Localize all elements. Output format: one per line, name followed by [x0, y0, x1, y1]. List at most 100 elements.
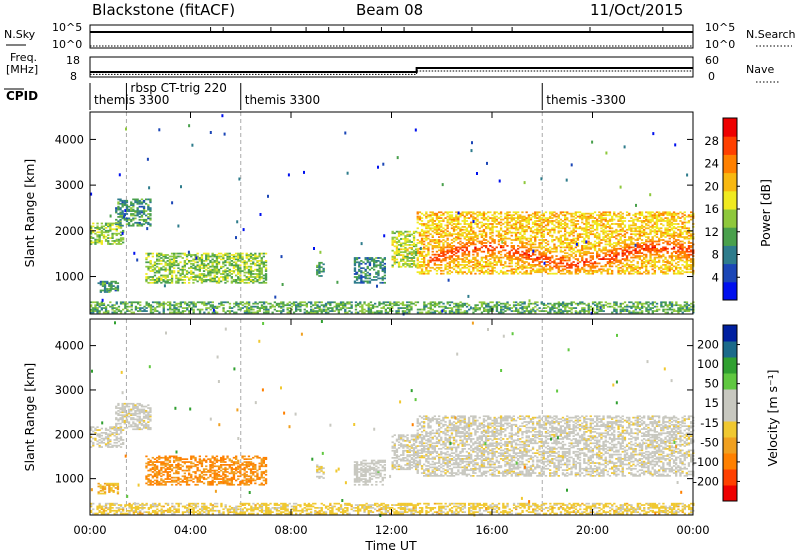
- echo-cell: [402, 264, 405, 267]
- echo-cell: [643, 256, 646, 259]
- echo-cell: [655, 236, 659, 238]
- echo-cell: [551, 234, 554, 237]
- echo-cell: [632, 264, 635, 266]
- echo-cell: [480, 240, 483, 243]
- echo-cell: [544, 218, 548, 221]
- echo-cell: [489, 223, 492, 225]
- echo-cell: [162, 260, 165, 262]
- echo-cell: [583, 223, 586, 225]
- echo-cell: [487, 268, 490, 271]
- echo-cell: [482, 215, 486, 218]
- echo-cell: [583, 268, 586, 271]
- echo-cell: [438, 240, 441, 243]
- echo-cell: [690, 265, 693, 268]
- echo-cell: [598, 217, 601, 219]
- echo-cell: [621, 230, 624, 233]
- echo-cell: [213, 261, 216, 264]
- echo-cell: [169, 301, 172, 304]
- echo-cell: [677, 253, 680, 256]
- echo-cell: [540, 223, 543, 225]
- echo-cell: [574, 227, 577, 230]
- echo-cell: [254, 277, 257, 280]
- echo-cell: [651, 264, 654, 266]
- echo-cell: [525, 224, 528, 227]
- echo-cell: [391, 244, 394, 246]
- echo-cell: [247, 277, 251, 280]
- echo-cell: [615, 223, 618, 225]
- echo-cell: [90, 237, 93, 239]
- echo-cell: [536, 214, 539, 217]
- echo-cell: [482, 250, 486, 253]
- echo-cell: [448, 255, 451, 257]
- echo-cell: [397, 263, 401, 265]
- echo-cell: [679, 271, 682, 274]
- echo-cell: [142, 207, 146, 209]
- echo-cell: [446, 271, 449, 274]
- echo-cell: [651, 217, 654, 219]
- echo-cell: [482, 237, 486, 240]
- echo-cell: [472, 211, 475, 214]
- echo-cell: [621, 234, 624, 237]
- echo-cell: [583, 242, 586, 244]
- echo-cell: [591, 224, 594, 227]
- echo-cell: [207, 257, 210, 259]
- echo-cell: [559, 259, 562, 262]
- echo-cell: [222, 270, 225, 272]
- echo-cell: [576, 243, 580, 246]
- echo-cell: [408, 265, 411, 268]
- echo-cell: [572, 212, 575, 215]
- echo-cell: [655, 221, 659, 224]
- echo-cell: [147, 221, 150, 224]
- echo-cell: [123, 217, 126, 220]
- echo-cell: [181, 267, 184, 270]
- echo-cell: [314, 302, 317, 305]
- echo-cell: [576, 237, 580, 240]
- echo-cell: [561, 246, 565, 249]
- echo-cell: [435, 245, 439, 247]
- echo-cell: [504, 240, 507, 243]
- echo-cell: [168, 255, 172, 258]
- echo-cell: [596, 252, 599, 255]
- echo-cell: [506, 265, 509, 268]
- echo-cell: [634, 218, 637, 221]
- echo-cell: [220, 255, 223, 258]
- echo-cell: [645, 256, 648, 259]
- echo-cell: [110, 285, 113, 287]
- echo-cell: [555, 272, 558, 275]
- echo-cell: [408, 260, 411, 262]
- echo-cell: [442, 253, 445, 256]
- echo-cell: [572, 234, 575, 237]
- echo-cell: [653, 228, 656, 231]
- echo-cell: [119, 199, 122, 202]
- echo-cell: [514, 217, 518, 219]
- echo-cell: [482, 245, 486, 247]
- echo-cell: [209, 270, 212, 272]
- echo-cell: [353, 280, 357, 283]
- echo-cell: [207, 264, 210, 267]
- echo-cell: [117, 205, 120, 208]
- echo-cell: [423, 255, 426, 257]
- echo-cell: [478, 214, 481, 217]
- echo-cell: [366, 265, 369, 268]
- echo-cell: [130, 208, 133, 211]
- echo-cell: [615, 243, 618, 246]
- echo-cell: [478, 249, 481, 252]
- echo-cell: [216, 311, 219, 314]
- echo-cell: [299, 305, 302, 308]
- echo-cell: [440, 240, 443, 243]
- echo-cell: [474, 231, 477, 234]
- echo-cell: [623, 245, 627, 247]
- echo-cell: [435, 212, 439, 215]
- echo-cell: [566, 262, 569, 265]
- echo-cell: [168, 273, 172, 275]
- echo-cell: [339, 301, 343, 304]
- echo-cell: [457, 218, 460, 221]
- echo-cell: [130, 201, 133, 204]
- echo-cell: [200, 267, 204, 270]
- echo-cell: [295, 305, 298, 308]
- echo-cell: [243, 305, 247, 308]
- echo-cell: [452, 259, 456, 262]
- echo-cell: [170, 252, 174, 255]
- echo-cell: [438, 258, 441, 260]
- echo-cell: [119, 231, 123, 234]
